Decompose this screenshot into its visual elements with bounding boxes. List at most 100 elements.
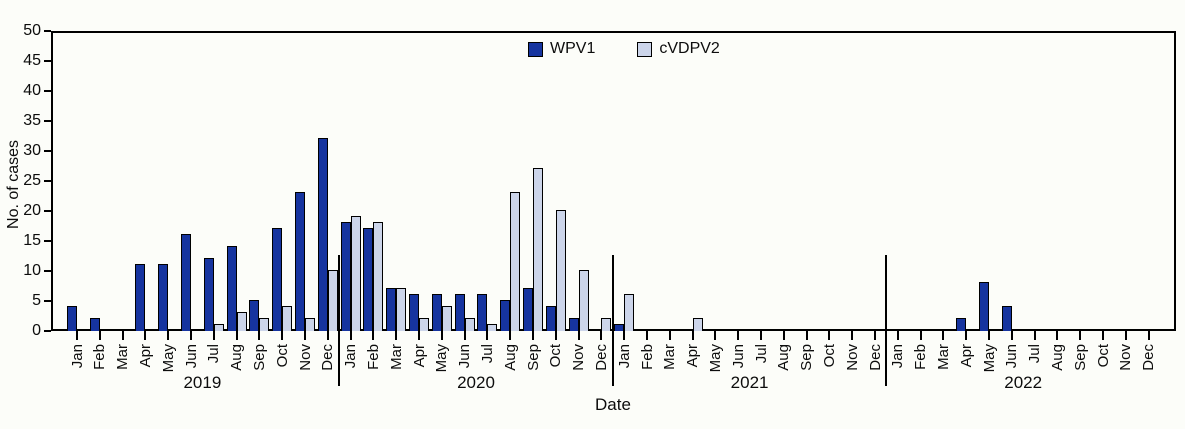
bar-cvdpv2-Jul-2020 (487, 324, 498, 331)
x-axis-tick (737, 331, 740, 340)
bar-wpv1-Jan-2019 (67, 306, 77, 331)
x-axis-tick (121, 331, 124, 340)
y-axis-tick (44, 30, 51, 32)
y-axis-tick (44, 330, 51, 332)
y-axis-tick (44, 60, 51, 62)
x-axis-month-label: Dec (866, 344, 884, 371)
x-axis-month-label: Jul (752, 344, 770, 364)
x-axis-tick (600, 331, 603, 340)
x-axis-year-label: 2020 (457, 373, 495, 392)
x-axis-tick (509, 331, 512, 340)
x-axis-tick (623, 331, 626, 340)
x-axis-month-label: Oct (1094, 344, 1112, 368)
y-axis-tick (44, 240, 51, 242)
x-axis-tick (805, 331, 808, 340)
x-axis-month-label: Nov (570, 344, 588, 371)
bar-cvdpv2-May-2020 (441, 306, 452, 331)
x-axis-tick (486, 331, 489, 340)
bar-wpv1-Oct-2020 (545, 306, 556, 331)
x-axis-tick (418, 331, 420, 340)
cvdpv2-color-swatch (637, 41, 653, 57)
x-axis-tick (326, 331, 329, 340)
x-axis-month-label: Jun (456, 344, 474, 369)
x-axis-tick (1010, 331, 1013, 340)
bar-wpv1-Jul-2020 (477, 294, 488, 331)
legend-label-wpv1: WPV1 (550, 40, 596, 57)
wpv1-color-swatch (528, 41, 543, 57)
x-axis-tick (1033, 331, 1036, 340)
x-axis-tick (190, 331, 192, 340)
x-axis-month-label: Apr (957, 344, 975, 368)
y-axis-tick-label: 40 (23, 82, 41, 99)
x-axis-tick (258, 331, 261, 340)
bar-cvdpv2-Apr-2021 (692, 318, 703, 331)
year-separator-line (885, 255, 888, 386)
bar-wpv1-Apr-2019 (135, 264, 146, 331)
x-axis-month-label: Sep (250, 344, 268, 371)
x-axis-tick (554, 331, 557, 340)
x-axis-tick (896, 331, 899, 340)
x-axis-title: Date (595, 395, 631, 414)
x-axis-month-label: Jun (1003, 344, 1021, 369)
x-axis-month-label: Nov (843, 344, 861, 371)
bar-wpv1-Apr-2020 (409, 294, 419, 331)
bar-wpv1-May-2019 (158, 264, 169, 331)
x-axis-tick (874, 331, 876, 340)
x-axis-month-label: Dec (592, 344, 610, 371)
x-axis-tick (760, 331, 762, 340)
x-axis-month-label: Apr (684, 344, 702, 368)
bar-wpv1-May-2022 (979, 282, 989, 331)
x-axis-tick (1056, 331, 1059, 340)
x-axis-tick (714, 331, 717, 340)
y-axis-tick (44, 90, 51, 92)
x-axis-month-label: Feb (638, 344, 656, 370)
bar-wpv1-Sep-2020 (523, 288, 533, 331)
bar-cvdpv2-Jul-2019 (213, 324, 224, 331)
bar-wpv1-Aug-2019 (226, 246, 237, 331)
bar-wpv1-Feb-2019 (89, 318, 100, 331)
bar-cvdpv2-Oct-2019 (282, 306, 293, 331)
y-axis-tick-label: 15 (23, 232, 41, 249)
bar-wpv1-Aug-2020 (500, 300, 511, 331)
x-axis-tick (1102, 331, 1104, 340)
x-axis-tick (646, 331, 648, 340)
x-axis-tick (76, 331, 78, 340)
x-axis-tick (1079, 331, 1082, 340)
x-axis-month-label: Aug (1048, 344, 1066, 371)
bar-cvdpv2-Oct-2020 (555, 210, 566, 331)
x-axis-month-label: Mar (934, 344, 952, 370)
x-axis-tick (988, 331, 990, 340)
bar-cvdpv2-Mar-2020 (396, 288, 407, 331)
x-axis-tick (668, 331, 671, 340)
x-axis-month-label: Jul (205, 344, 223, 364)
bar-cvdpv2-Sep-2020 (533, 168, 543, 331)
y-axis-tick-label: 45 (23, 52, 41, 69)
x-axis-tick (440, 331, 443, 340)
y-axis-tick-label: 20 (23, 202, 41, 219)
y-axis-tick-label: 50 (23, 22, 41, 39)
y-axis-tick (44, 150, 51, 152)
bar-wpv1-Dec-2019 (317, 138, 328, 331)
chart-legend: WPV1 cVDPV2 (528, 40, 720, 58)
bar-wpv1-Jan-2020 (340, 222, 351, 331)
bar-wpv1-May-2020 (431, 294, 442, 331)
x-axis-month-label: Aug (501, 344, 519, 371)
bar-wpv1-Nov-2019 (295, 192, 305, 331)
x-axis-tick (349, 331, 352, 340)
x-axis-month-label: Jan (68, 344, 86, 369)
x-axis-tick (1124, 331, 1127, 340)
bar-cvdpv2-Apr-2020 (419, 318, 429, 331)
bar-cvdpv2-Nov-2019 (305, 318, 315, 331)
bar-cvdpv2-Dec-2020 (601, 318, 612, 331)
bar-wpv1-Jun-2020 (454, 294, 465, 331)
x-axis-tick (395, 331, 398, 340)
x-axis-tick (691, 331, 694, 340)
x-axis-month-label: Oct (273, 344, 291, 368)
bar-cvdpv2-Dec-2019 (327, 270, 338, 331)
x-axis-month-label: Oct (547, 344, 565, 368)
x-axis-year-label: 2019 (183, 373, 222, 392)
legend-item-cvdpv2: cVDPV2 (637, 40, 720, 58)
x-axis-tick (532, 331, 534, 340)
x-axis-month-label: Dec (319, 344, 337, 371)
x-axis-tick (304, 331, 306, 340)
